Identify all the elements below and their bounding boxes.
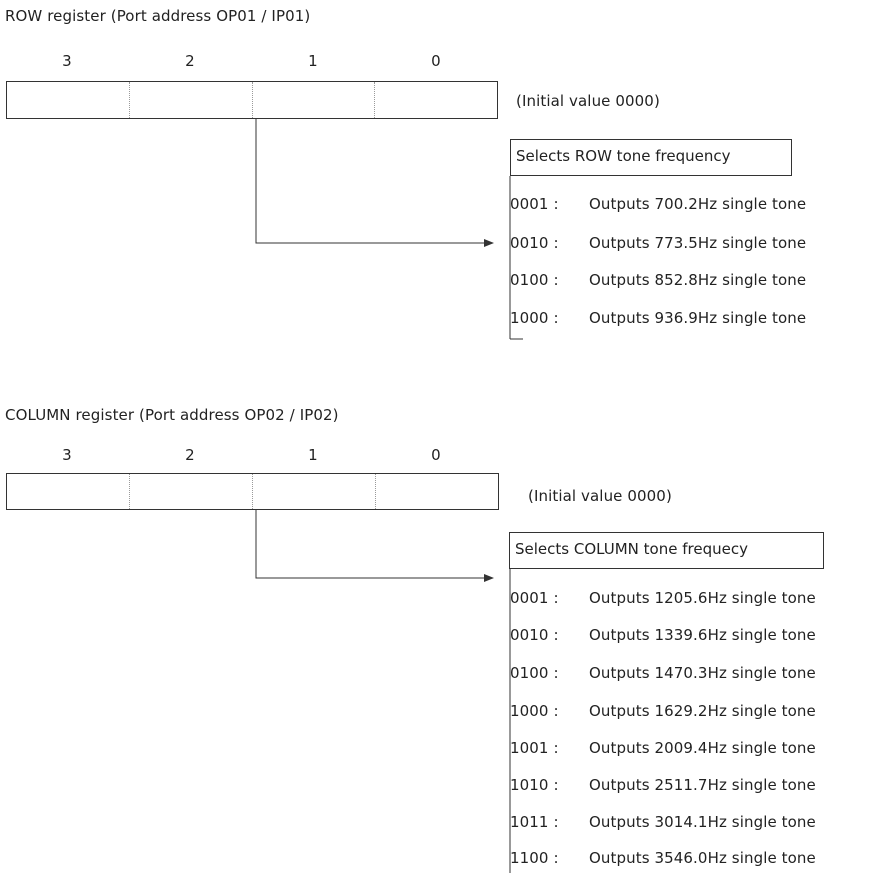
row-bit-cell-0 [375, 82, 497, 118]
column-option-desc: Outputs 1470.3Hz single tone [589, 664, 816, 682]
row-option-code: 0100 : [510, 271, 559, 289]
column-option-desc: Outputs 1339.6Hz single tone [589, 626, 816, 644]
column-option-code: 0010 : [510, 626, 559, 644]
column-option-code: 1011 : [510, 813, 559, 831]
column-connector [255, 510, 511, 873]
row-option-desc: Outputs 700.2Hz single tone [589, 195, 807, 213]
row-register-title: ROW register (Port address OP01 / IP01) [5, 7, 311, 25]
column-option-code: 0100 : [510, 664, 559, 682]
column-option-code: 1010 : [510, 776, 559, 794]
column-bit-cell-3 [7, 474, 130, 509]
row-connector [255, 119, 523, 340]
column-bit-cell-2 [130, 474, 253, 509]
row-bit-cell-2 [130, 82, 253, 118]
row-bit-cell-1 [253, 82, 376, 118]
row-option-code: 0001 : [510, 195, 559, 213]
column-bit-label-1: 1 [308, 446, 318, 464]
row-bit-label-3: 3 [62, 52, 72, 70]
row-register-box [6, 81, 498, 119]
row-bit-cell-3 [7, 82, 130, 118]
column-bit-label-2: 2 [185, 446, 195, 464]
column-option-desc: Outputs 2511.7Hz single tone [589, 776, 816, 794]
column-option-code: 0001 : [510, 589, 559, 607]
column-option-desc: Outputs 2009.4Hz single tone [589, 739, 816, 757]
column-initial-value: (Initial value 0000) [528, 487, 672, 505]
column-register-title: COLUMN register (Port address OP02 / IP0… [5, 406, 339, 424]
row-option-desc: Outputs 936.9Hz single tone [589, 309, 807, 327]
column-options-header: Selects COLUMN tone frequecy [509, 532, 824, 569]
row-initial-value: (Initial value 0000) [516, 92, 660, 110]
column-option-desc: Outputs 1629.2Hz single tone [589, 702, 816, 720]
column-option-code: 1100 : [510, 849, 559, 867]
column-option-desc: Outputs 3546.0Hz single tone [589, 849, 816, 867]
row-bit-label-1: 1 [308, 52, 318, 70]
column-bit-cell-1 [253, 474, 376, 509]
row-bit-label-0: 0 [431, 52, 441, 70]
column-bit-cell-0 [376, 474, 498, 509]
row-bit-label-2: 2 [185, 52, 195, 70]
row-option-desc: Outputs 852.8Hz single tone [589, 271, 807, 289]
row-options-header: Selects ROW tone frequency [510, 139, 792, 176]
column-bit-label-0: 0 [431, 446, 441, 464]
column-bit-label-3: 3 [62, 446, 72, 464]
column-option-desc: Outputs 1205.6Hz single tone [589, 589, 816, 607]
row-option-code: 0010 : [510, 234, 559, 252]
row-option-desc: Outputs 773.5Hz single tone [589, 234, 807, 252]
row-option-code: 1000 : [510, 309, 559, 327]
column-register-box [6, 473, 499, 510]
column-option-code: 1001 : [510, 739, 559, 757]
column-option-code: 1000 : [510, 702, 559, 720]
column-option-desc: Outputs 3014.1Hz single tone [589, 813, 816, 831]
